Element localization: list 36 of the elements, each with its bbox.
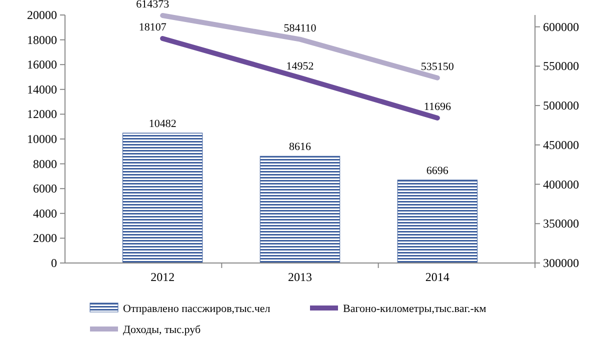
data-label: 584110 bbox=[284, 22, 317, 34]
y-tick-label: 16000 bbox=[27, 58, 57, 72]
bar bbox=[260, 156, 340, 264]
y2-tick-label: 350000 bbox=[543, 216, 579, 231]
y2-tick-label: 300000 bbox=[543, 256, 579, 270]
y-tick-label: 20000 bbox=[27, 8, 57, 22]
y-tick-label: 0 bbox=[51, 256, 57, 270]
legend-label: Доходы, тыс.руб bbox=[123, 324, 202, 336]
y-tick-label: 8000 bbox=[33, 156, 57, 171]
y-tick-label: 2000 bbox=[33, 231, 57, 246]
y-tick-label: 10000 bbox=[27, 132, 57, 146]
x-tick-label: 2012 bbox=[150, 270, 175, 284]
data-label: 614373 bbox=[136, 0, 170, 10]
data-label: 535150 bbox=[420, 60, 454, 73]
legend-label: Отправлено пассжиров,тыс.чел bbox=[123, 303, 271, 315]
x-tick-label: 2014 bbox=[425, 270, 450, 284]
legend-label: Вагоно-километры,тыс.ваг.-км bbox=[343, 303, 486, 315]
data-label: 14952 bbox=[286, 60, 314, 73]
data-label: 10482 bbox=[148, 118, 176, 130]
x-tick-label: 2013 bbox=[288, 270, 312, 284]
y-tick-label: 6000 bbox=[33, 182, 57, 196]
bar bbox=[122, 132, 203, 264]
y2-tick-label: 550000 bbox=[543, 59, 579, 74]
y2-tick-label: 450000 bbox=[543, 138, 579, 152]
bar bbox=[397, 180, 478, 264]
data-label: 18107 bbox=[138, 21, 167, 34]
data-label: 11696 bbox=[424, 100, 452, 113]
y2-tick-label: 400000 bbox=[543, 177, 579, 192]
data-label: 8616 bbox=[289, 141, 312, 154]
data-label: 6696 bbox=[426, 164, 449, 177]
y2-tick-label: 600000 bbox=[543, 20, 579, 34]
y-tick-label: 4000 bbox=[33, 206, 57, 220]
y-tick-label: 12000 bbox=[27, 107, 57, 122]
y2-tick-label: 500000 bbox=[543, 98, 579, 113]
y-tick-label: 14000 bbox=[27, 82, 57, 96]
y-tick-label: 18000 bbox=[27, 32, 57, 47]
